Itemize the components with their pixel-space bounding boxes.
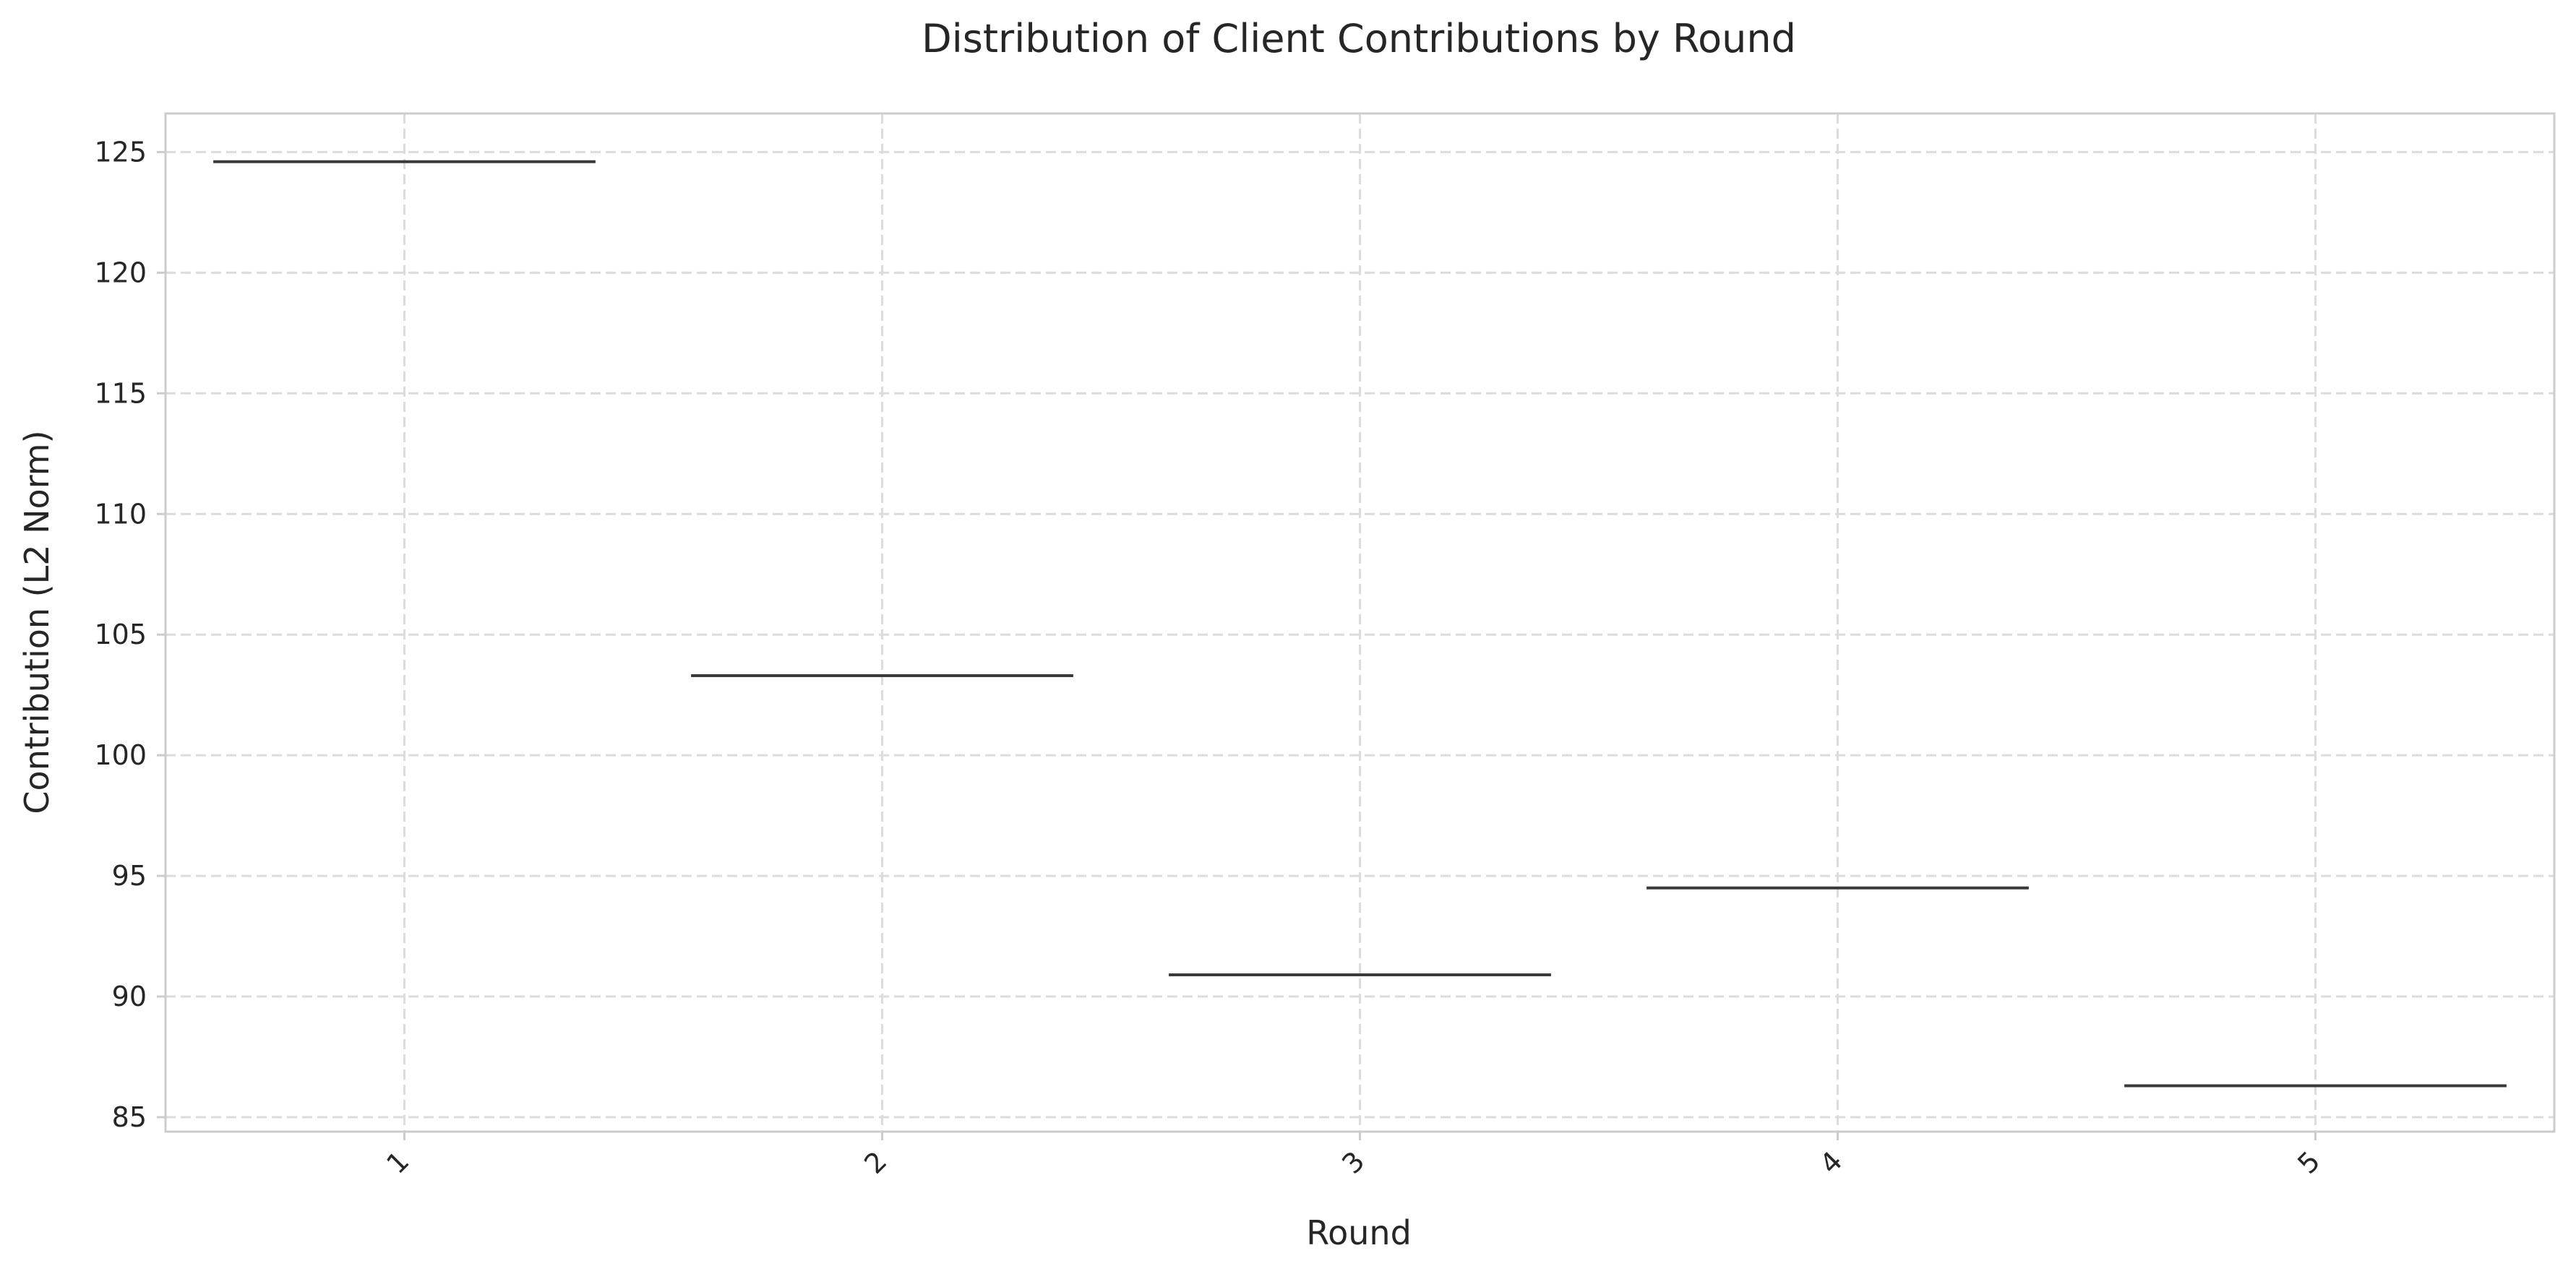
y-tick-label: 100 <box>94 739 147 771</box>
x-tick-label: 4 <box>1813 1145 1848 1180</box>
y-tick-label: 85 <box>112 1101 147 1133</box>
y-axis-label: Contribution (L2 Norm) <box>17 430 56 814</box>
x-tick-label: 5 <box>2291 1145 2326 1180</box>
x-tick-label: 3 <box>1336 1145 1370 1180</box>
y-tick-label: 125 <box>94 136 147 168</box>
x-gridlines <box>403 113 2317 1132</box>
chart-title: Distribution of Client Contributions by … <box>922 16 1796 61</box>
x-axis-ticks: 1 2 3 4 5 <box>380 1132 2326 1180</box>
y-tick-label: 110 <box>94 498 147 530</box>
y-gridlines <box>166 150 2554 1119</box>
x-axis-label: Round <box>1306 1213 1412 1252</box>
y-tick-label: 105 <box>94 619 147 650</box>
x-tick-label: 2 <box>858 1145 893 1180</box>
y-tick-label: 95 <box>112 860 147 892</box>
y-axis-ticks: 85 90 95 100 105 110 115 120 125 <box>94 136 166 1133</box>
y-tick-label: 115 <box>94 377 147 409</box>
median-lines <box>213 160 2507 1088</box>
y-tick-label: 120 <box>94 257 147 288</box>
x-tick-label: 1 <box>380 1145 415 1180</box>
y-tick-label: 90 <box>112 981 147 1012</box>
